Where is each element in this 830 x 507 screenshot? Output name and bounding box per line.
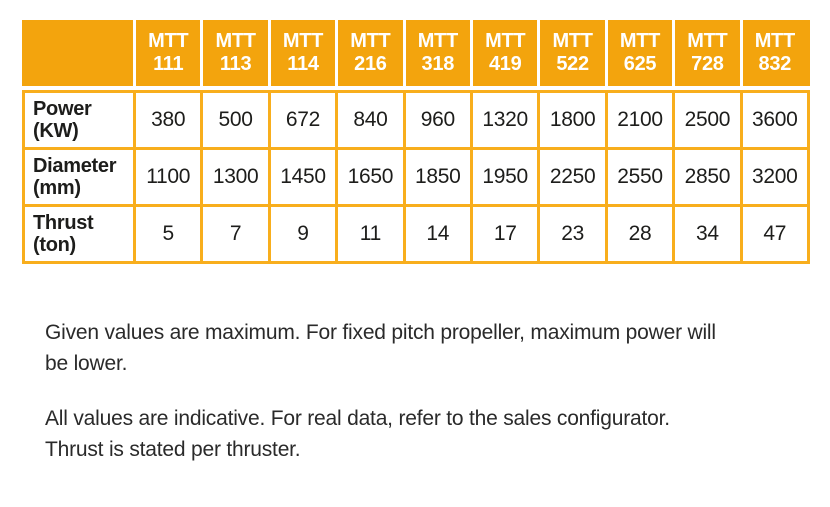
value-cell: 1320 bbox=[473, 93, 538, 147]
column-model: 113 bbox=[219, 53, 252, 75]
column-header-mtt-522: MTT 522 bbox=[540, 20, 605, 86]
value-cell: 672 bbox=[270, 93, 336, 147]
row-label-power: Power (KW) bbox=[25, 93, 133, 147]
notes-section: Given values are maximum. For fixed pitc… bbox=[45, 317, 716, 465]
column-series: MTT bbox=[552, 30, 593, 52]
note-line: Thrust is stated per thruster. bbox=[45, 438, 301, 461]
value-cell: 2500 bbox=[675, 93, 740, 147]
column-header-mtt-114: MTT 114 bbox=[270, 20, 336, 86]
row-label-unit: (mm) bbox=[33, 177, 81, 199]
value-cell: 380 bbox=[136, 93, 201, 147]
table-corner-cell bbox=[25, 20, 133, 86]
row-label-unit: (ton) bbox=[33, 234, 76, 256]
column-header-mtt-625: MTT 625 bbox=[607, 20, 673, 86]
note-maximum-values: Given values are maximum. For fixed pitc… bbox=[45, 317, 716, 379]
value-cell: 1650 bbox=[338, 150, 403, 204]
row-label-text: Power bbox=[33, 98, 92, 120]
note-line: Given values are maximum. For fixed pitc… bbox=[45, 321, 716, 344]
value-cell: 17 bbox=[473, 207, 538, 261]
note-line: All values are indicative. For real data… bbox=[45, 407, 670, 430]
column-model: 216 bbox=[354, 53, 387, 75]
column-header-mtt-113: MTT 113 bbox=[203, 20, 268, 86]
column-series: MTT bbox=[754, 30, 796, 52]
note-indicative-values: All values are indicative. For real data… bbox=[45, 403, 716, 465]
column-header-mtt-728: MTT 728 bbox=[675, 20, 740, 86]
column-series: MTT bbox=[350, 30, 391, 52]
column-series: MTT bbox=[282, 30, 324, 52]
value-cell: 5 bbox=[136, 207, 201, 261]
value-cell: 11 bbox=[338, 207, 403, 261]
value-cell: 1850 bbox=[405, 150, 470, 204]
note-line: be lower. bbox=[45, 352, 128, 375]
column-series: MTT bbox=[485, 30, 526, 52]
column-header-mtt-832: MTT 832 bbox=[742, 20, 807, 86]
column-series: MTT bbox=[215, 30, 256, 52]
row-label-text: Thrust bbox=[33, 212, 94, 234]
value-cell: 960 bbox=[405, 93, 470, 147]
column-header-mtt-318: MTT 318 bbox=[405, 20, 470, 86]
spec-table: MTT 111 MTT 113 MTT 114 MTT 216 MTT 318 … bbox=[22, 20, 810, 264]
column-series: MTT bbox=[417, 30, 459, 52]
value-cell: 9 bbox=[270, 207, 336, 261]
column-series: MTT bbox=[687, 30, 728, 52]
value-cell: 3600 bbox=[742, 93, 807, 147]
value-cell: 3200 bbox=[742, 150, 807, 204]
value-cell: 1950 bbox=[473, 150, 538, 204]
column-model: 522 bbox=[556, 53, 589, 75]
column-header-mtt-216: MTT 216 bbox=[338, 20, 403, 86]
column-header-mtt-111: MTT 111 bbox=[136, 20, 201, 86]
column-series: MTT bbox=[619, 30, 661, 52]
value-cell: 1300 bbox=[203, 150, 268, 204]
table-header-row: MTT 111 MTT 113 MTT 114 MTT 216 MTT 318 … bbox=[22, 20, 810, 86]
column-model: 832 bbox=[758, 53, 792, 75]
table-body: Power (KW) 380 500 672 840 960 1320 1800… bbox=[22, 90, 810, 264]
row-label-thrust: Thrust (ton) bbox=[25, 207, 133, 261]
column-series: MTT bbox=[148, 30, 189, 52]
value-cell: 2250 bbox=[540, 150, 605, 204]
value-cell: 1800 bbox=[540, 93, 605, 147]
value-cell: 500 bbox=[203, 93, 268, 147]
column-model: 111 bbox=[153, 53, 184, 75]
row-label-diameter: Diameter (mm) bbox=[25, 150, 133, 204]
value-cell: 1100 bbox=[136, 150, 201, 204]
column-header-mtt-419: MTT 419 bbox=[473, 20, 538, 86]
value-cell: 47 bbox=[742, 207, 807, 261]
column-model: 318 bbox=[421, 53, 455, 75]
value-cell: 28 bbox=[607, 207, 673, 261]
value-cell: 2850 bbox=[675, 150, 740, 204]
column-model: 625 bbox=[623, 53, 657, 75]
value-cell: 14 bbox=[405, 207, 470, 261]
value-cell: 840 bbox=[338, 93, 403, 147]
value-cell: 1450 bbox=[270, 150, 336, 204]
row-label-text: Diameter bbox=[33, 155, 117, 177]
column-model: 114 bbox=[287, 53, 319, 75]
value-cell: 7 bbox=[203, 207, 268, 261]
value-cell: 34 bbox=[675, 207, 740, 261]
value-cell: 23 bbox=[540, 207, 605, 261]
column-model: 419 bbox=[488, 53, 522, 75]
row-label-unit: (KW) bbox=[33, 120, 79, 142]
value-cell: 2550 bbox=[607, 150, 673, 204]
value-cell: 2100 bbox=[607, 93, 673, 147]
column-model: 728 bbox=[691, 53, 724, 75]
